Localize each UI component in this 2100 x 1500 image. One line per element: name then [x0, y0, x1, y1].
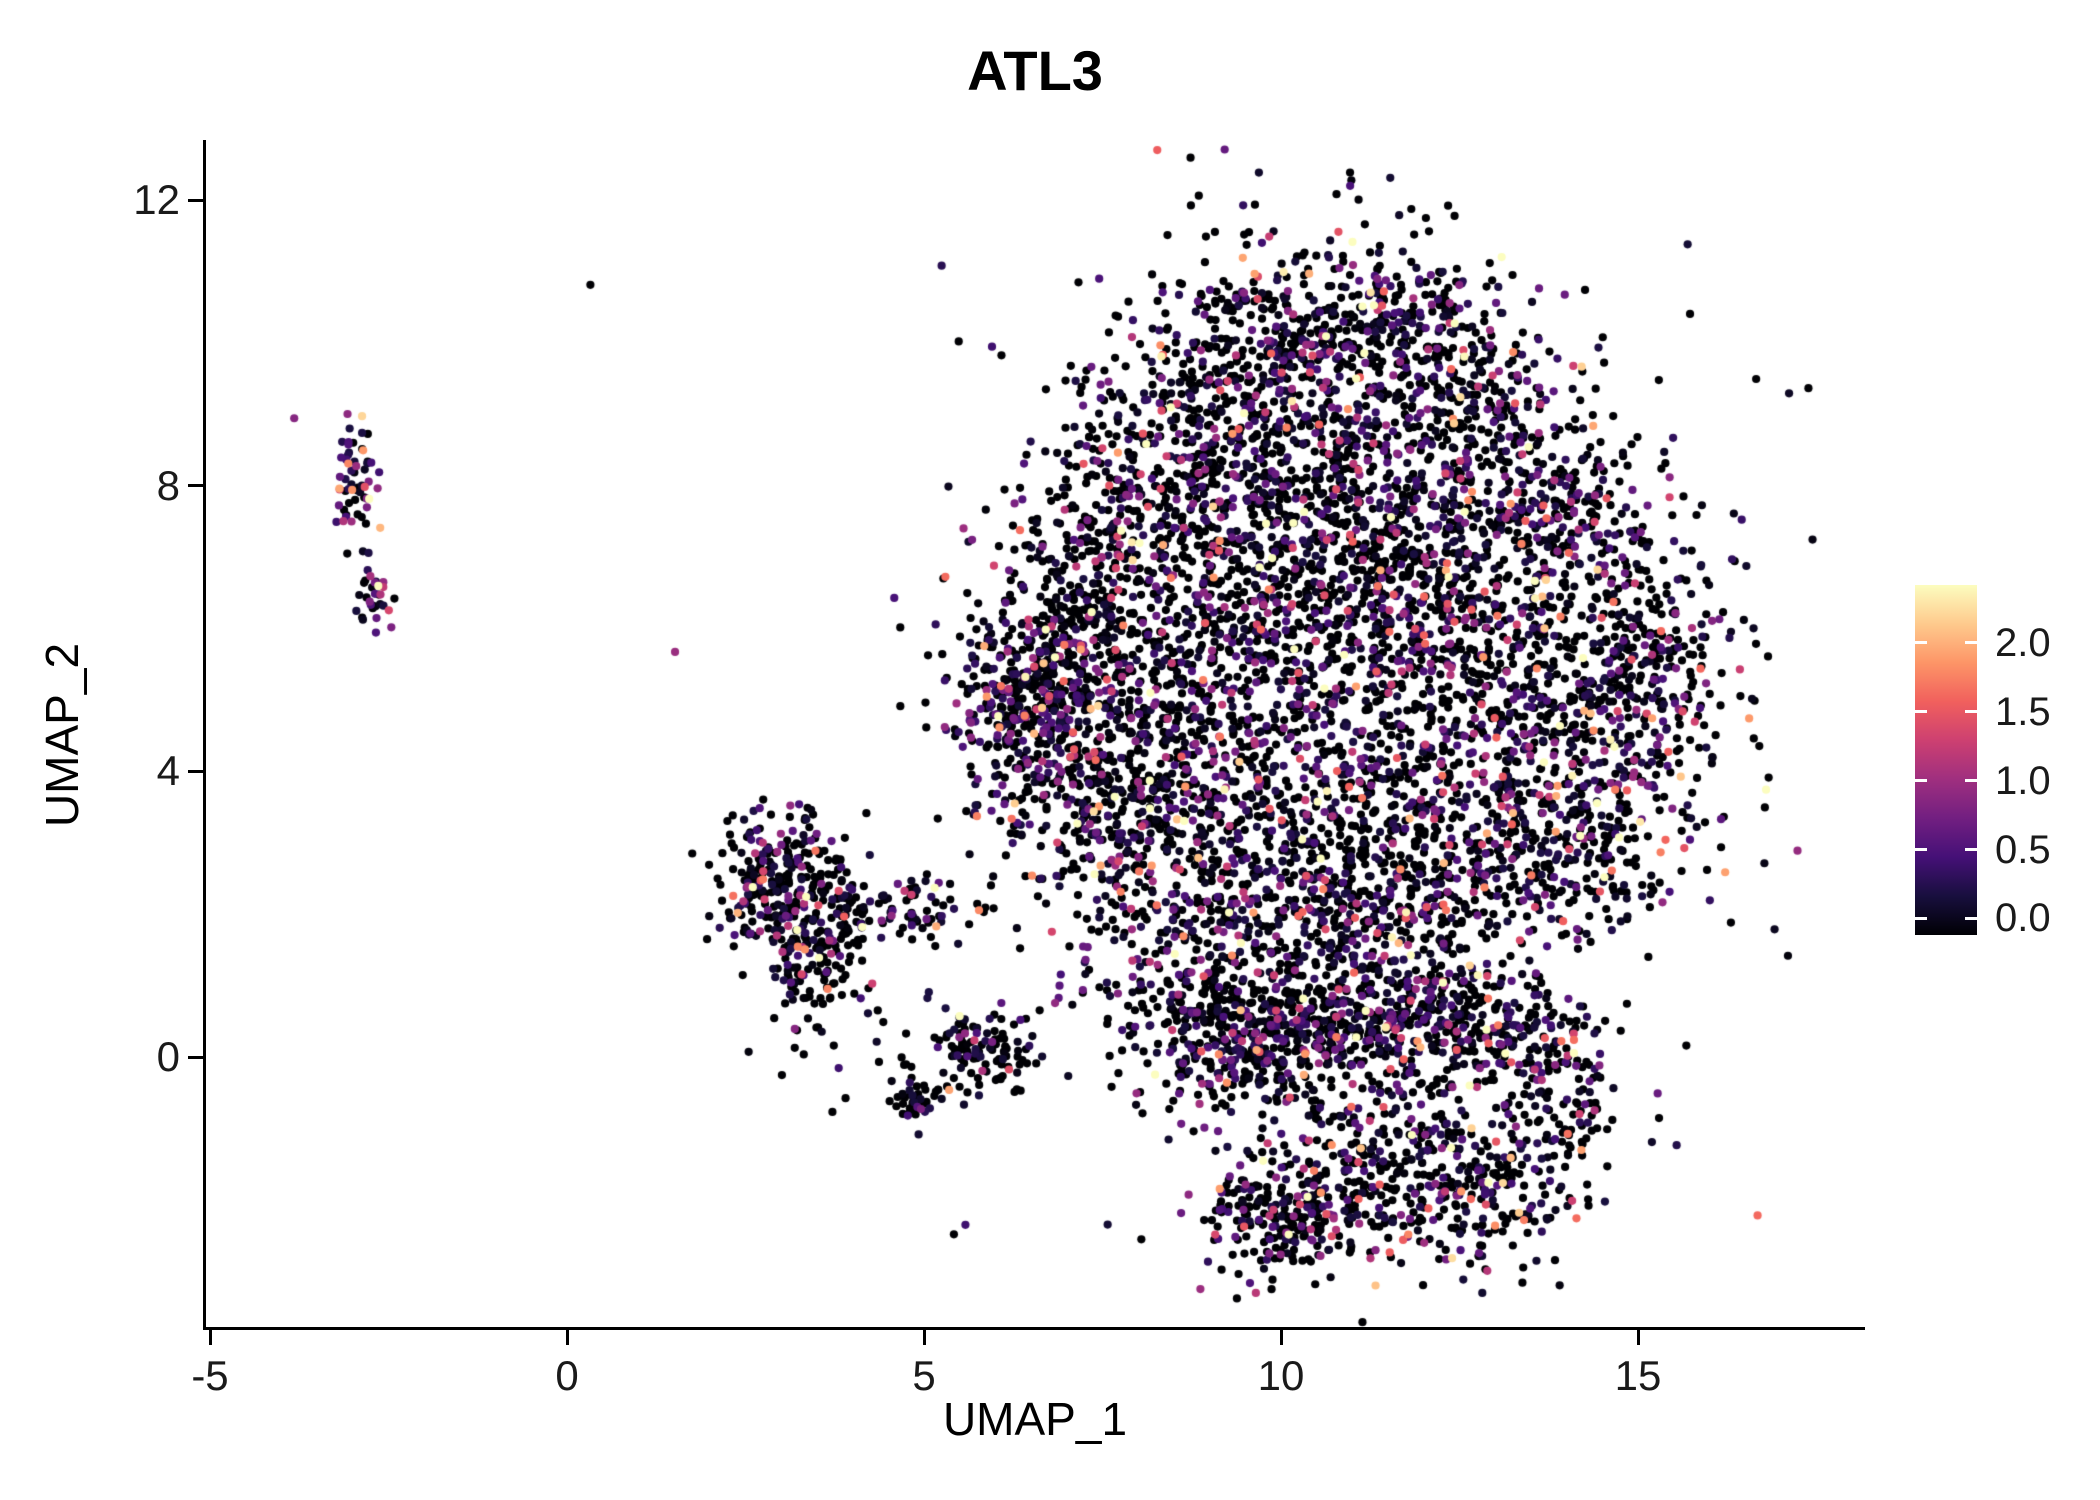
colorbar-tick-mark [1915, 641, 1927, 645]
x-tick-mark [565, 1330, 569, 1345]
y-tick-mark [188, 1055, 203, 1059]
y-tick-mark [188, 769, 203, 773]
x-tick-mark [1279, 1330, 1283, 1345]
x-tick-label: 15 [1614, 1352, 1662, 1399]
y-tick-label: 8 [156, 461, 180, 509]
y-tick-label: 4 [156, 747, 180, 795]
colorbar-tick-label: 1.5 [1995, 689, 2051, 734]
colorbar-tick-label: 0.0 [1995, 896, 2051, 941]
colorbar-tick-label: 2.0 [1995, 620, 2051, 665]
colorbar-tick-mark [1915, 916, 1927, 920]
x-tick-mark [208, 1330, 212, 1345]
plot-title: ATL3 [967, 39, 1103, 102]
y-axis-title: UMAP_2 [36, 642, 88, 828]
y-tick-mark [188, 198, 203, 202]
y-tick-mark [188, 484, 203, 488]
x-tick-label: 10 [1257, 1352, 1305, 1399]
colorbar-tick-mark [1965, 848, 1977, 852]
colorbar-tick-mark [1915, 779, 1927, 783]
y-axis-line [203, 140, 206, 1330]
x-tick-mark [922, 1330, 926, 1345]
colorbar-tick-mark [1965, 710, 1977, 714]
x-tick-label: 5 [912, 1352, 936, 1399]
colorbar-tick-mark [1965, 779, 1977, 783]
colorbar-tick-mark [1915, 848, 1927, 852]
colorbar-tick-mark [1965, 916, 1977, 920]
x-tick-label: -5 [191, 1352, 229, 1399]
x-tick-mark [1636, 1330, 1640, 1345]
colorbar-tick-mark [1915, 710, 1927, 714]
y-tick-label: 12 [133, 176, 180, 224]
colorbar-tick-label: 0.5 [1995, 827, 2051, 872]
x-axis-line [203, 1327, 1865, 1330]
colorbar-gradient [1915, 585, 1977, 935]
colorbar-tick-label: 1.0 [1995, 758, 2051, 803]
x-tick-label: 0 [555, 1352, 579, 1399]
colorbar-tick-mark [1965, 641, 1977, 645]
x-axis-title: UMAP_1 [942, 1393, 1128, 1445]
y-tick-label: 0 [156, 1033, 180, 1080]
